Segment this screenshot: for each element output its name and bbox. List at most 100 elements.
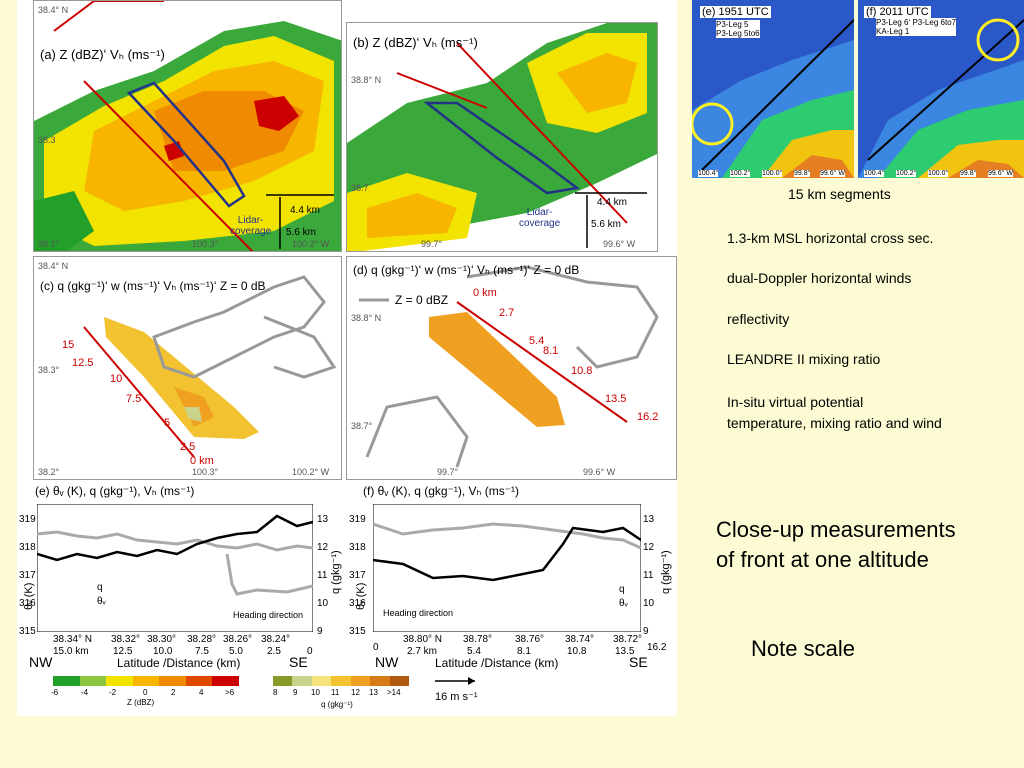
panel-d-km-8-1: 8.1	[543, 345, 559, 357]
panel-d-km-16-2: 16.2	[637, 411, 659, 423]
panel-e-ylabel-right: q (gkg⁻¹)	[330, 550, 342, 594]
colorbar-z-tick-4: 2	[171, 688, 176, 697]
panel-e-x-km-4: 5.0	[229, 646, 243, 657]
wind-scale-arrow	[435, 677, 475, 685]
colorbar-z-tick-3: 0	[143, 688, 148, 697]
panel-e: (e) θᵥ (K), q (gkg⁻¹), Vₕ (ms⁻¹) 319 318…	[17, 482, 342, 672]
colorbar-q-swatch-5	[370, 676, 390, 686]
panel-c-km-2-5: 2.5	[180, 441, 196, 453]
colorbar-z-swatch-1	[79, 676, 107, 686]
panel-c-lat-bot: 38.2°	[38, 467, 60, 477]
panel-e-ylabel-left: θᵥ (K)	[23, 582, 35, 610]
panel-f-y-319: 319	[349, 514, 366, 525]
colorbar-z-swatch-6	[212, 676, 239, 686]
panel-e-se: SE	[289, 654, 308, 670]
colorbar-z-tick-5: 4	[199, 688, 204, 697]
panel-b-lon-right: 99.6° W	[603, 239, 636, 249]
panel-c-km-10: 10	[110, 373, 123, 385]
panel-f-yr-12: 12	[643, 542, 655, 553]
panel-e-heading: Heading direction	[233, 610, 304, 620]
panel-b-scale-y: 5.6 km	[591, 219, 622, 230]
radar-e-bottom-3: 99.8°	[794, 170, 811, 177]
panel-e-y-318: 318	[19, 542, 36, 553]
panel-f-yr-13: 13	[643, 514, 655, 525]
panel-f-x-lat-2: 38.76°	[515, 634, 545, 645]
panel-f-yr-10: 10	[643, 598, 655, 609]
colorbar-q-label: q (gkg⁻¹)	[321, 700, 353, 709]
panel-f-xlabel: Latitude /Distance (km)	[435, 656, 559, 670]
panel-e-title: (e) θᵥ (K), q (gkg⁻¹), Vₕ (ms⁻¹)	[35, 484, 195, 498]
panel-f-x-lat-1: 38.78°	[463, 634, 493, 645]
panel-c-title: (c) q (gkg⁻¹)ʻ w (ms⁻¹)ʻ Vₕ (ms⁻¹)ʻ Z = …	[40, 279, 266, 293]
panel-c-lat-mid: 38.3°	[38, 365, 60, 375]
panel-e-x-lat-3: 38.28°	[187, 634, 217, 645]
panel-d-title: (d) q (gkg⁻¹)ʻ w (ms⁻¹)ʻ Vₕ (ms⁻¹)ʻ Z = …	[353, 263, 580, 277]
panel-f-se: SE	[629, 654, 648, 670]
colorbar-q-tick-0: 8	[273, 688, 278, 697]
panel-e-x-lat-5: 38.24°	[261, 634, 291, 645]
panel-f-x-km-1: 2.7 km	[407, 646, 438, 657]
wind-scale-label: 16 m s⁻¹	[435, 691, 478, 703]
panel-a-lat-top: 38.4° N	[38, 5, 69, 15]
panel-a-map	[34, 1, 341, 251]
panel-b-lidar-label: Lidar- coverage	[519, 207, 561, 229]
panel-b-map	[347, 23, 657, 251]
panel-d-map	[347, 257, 676, 479]
panel-a-lidar-label: Lidar- coverage	[230, 215, 272, 237]
panel-c-km-5: 5	[164, 417, 171, 429]
colorbar-z-tick-0: -6	[51, 688, 59, 697]
panel-e-x-lat-2: 38.30°	[147, 634, 177, 645]
main-figure: (a) Z (dBZ)ʻ Vₕ (ms⁻¹) 38.4° N 38.3 38.2…	[17, 0, 677, 716]
radar-f-bottom-2: 100.0°	[928, 170, 949, 177]
panel-d-lat-top: 38.8° N	[351, 313, 382, 323]
panel-a-scale-x: 4.4 km	[290, 205, 321, 216]
panel-f-legend-q: q	[619, 584, 625, 595]
panel-c: (c) q (gkg⁻¹)ʻ w (ms⁻¹)ʻ Vₕ (ms⁻¹)ʻ Z = …	[33, 256, 342, 480]
note-item-5: In-situ virtual potential temperature, m…	[727, 394, 942, 431]
radar-e-map	[692, 0, 854, 178]
panel-f-yr-11: 11	[643, 570, 654, 581]
panel-f-heading: Heading direction	[383, 608, 454, 618]
panel-e-yr-10: 10	[317, 598, 329, 609]
panel-d-km-2-7: 2.7	[499, 307, 515, 319]
radar-f-bottom-4: 99.6° W	[988, 170, 1013, 177]
radar-f-bottom-3: 99.8°	[960, 170, 977, 177]
colorbar-q-tick-6: >14	[387, 688, 401, 697]
radar-e-time: (e) 1951 UTC	[700, 6, 771, 18]
radar-f-legs: P3-Leg 6ʻ P3-Leg 6to7 KA-Leg 1	[876, 18, 957, 36]
colorbar-z-tick-1: -4	[81, 688, 89, 697]
panel-a-lon-right: 100.2° W	[292, 239, 330, 249]
panel-e-yr-9: 9	[317, 626, 323, 637]
panel-c-lon-mid: 100.3°	[192, 467, 219, 477]
panel-d: (d) q (gkg⁻¹)ʻ w (ms⁻¹)ʻ Vₕ (ms⁻¹)ʻ Z = …	[346, 256, 677, 480]
panel-c-km-15: 15	[62, 339, 75, 351]
colorbar-z-swatch-5	[185, 676, 213, 686]
colorbar-q-swatch-3	[331, 676, 351, 686]
panel-d-km-5-4: 5.4	[529, 335, 545, 347]
colorbar-z-label: Z (dBZ)	[127, 698, 155, 707]
panel-d-lon-mid: 99.7°	[437, 467, 459, 477]
colorbar-z-swatch-4	[159, 676, 186, 686]
note-item-2: dual-Doppler horizontal winds	[727, 270, 912, 286]
panel-d-lon-right: 99.6° W	[583, 467, 616, 477]
note-item-3: reflectivity	[727, 311, 790, 327]
panel-b-title: (b) Z (dBZ)ʻ Vₕ (ms⁻¹)	[353, 35, 478, 50]
panel-e-x-km-5: 2.5	[267, 646, 281, 657]
panel-b: (b) Z (dBZ)ʻ Vₕ (ms⁻¹) 38.8° N 38.7 99.7…	[346, 22, 658, 252]
panel-e-y-315: 315	[19, 626, 36, 637]
panel-e-x-km-0: 15.0 km	[53, 646, 89, 657]
panel-a-lat-bot: 38.2°	[38, 239, 60, 249]
panel-b-lat-bot: 38.7	[351, 183, 369, 193]
panel-d-km-0: 0 km	[473, 287, 497, 299]
panel-e-x-lat-4: 38.26°	[223, 634, 253, 645]
panel-d-lat-bot: 38.7°	[351, 421, 373, 431]
colorbar-q-tick-1: 9	[293, 688, 298, 697]
radar-f-bottom-1: 100.2°	[896, 170, 917, 177]
panel-e-x-lat-0: 38.34° N	[53, 634, 93, 645]
colorbar-z-swatch-0	[53, 676, 80, 686]
panel-d-legend: Z = 0 dBZ	[395, 293, 449, 307]
panel-f-x-lat-4: 38.72°	[613, 634, 643, 645]
radar-panel-e: (e) 1951 UTC P3-Leg 5 P3-Leg 5to6 100.4°…	[692, 0, 854, 178]
panel-f-x-km-5: 13.5	[615, 646, 635, 657]
colorbar-z-tick-6: >6	[225, 688, 235, 697]
